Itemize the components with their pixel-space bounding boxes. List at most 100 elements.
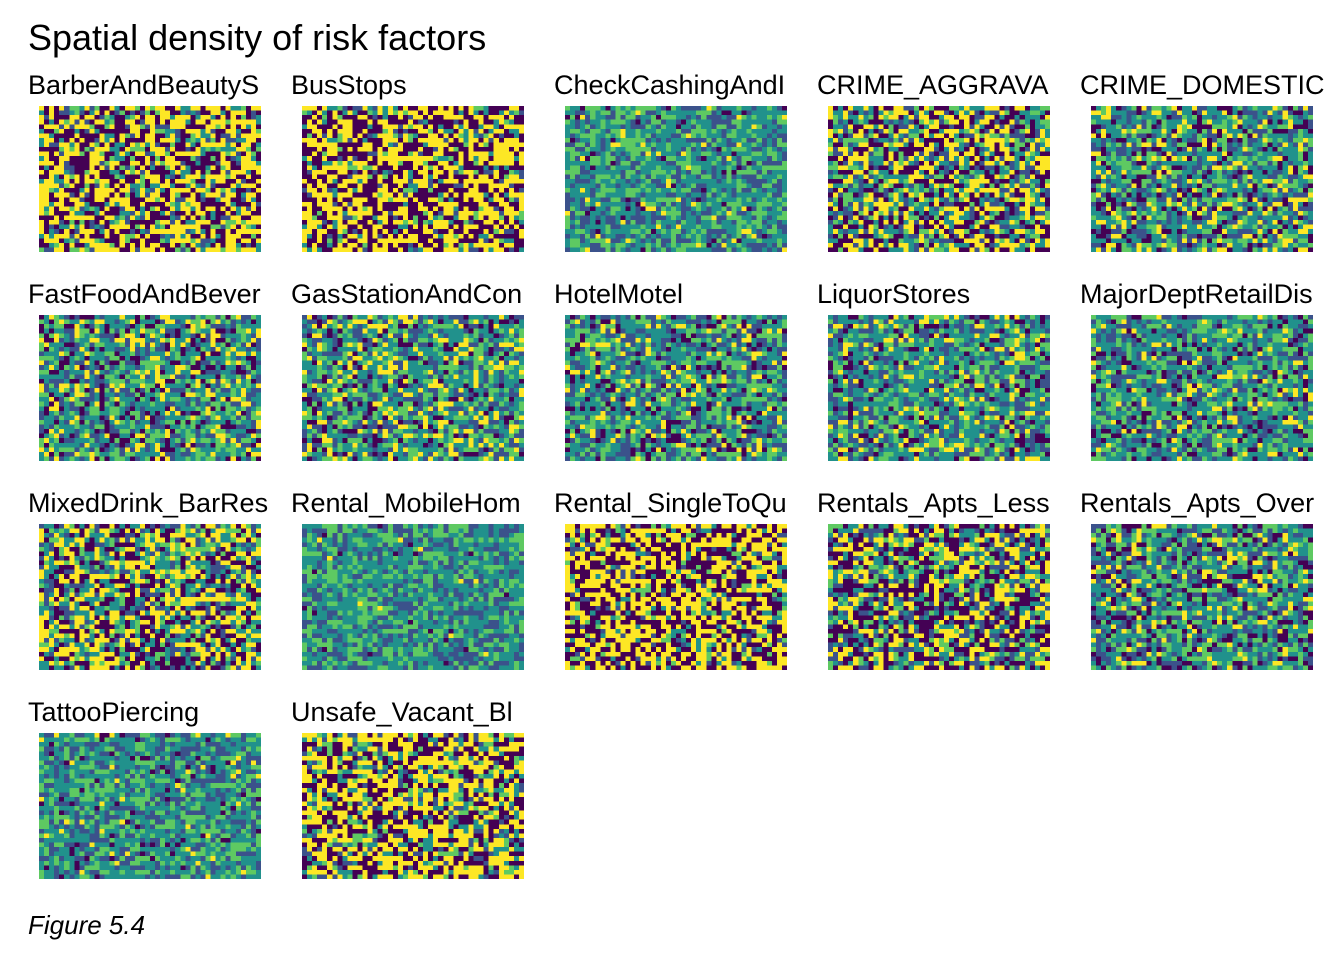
heatmap-cell (964, 142, 970, 148)
heatmap-cell (989, 179, 995, 185)
heatmap-cell (64, 238, 70, 244)
heatmap-cell (84, 210, 90, 216)
heatmap-cell (342, 119, 348, 125)
heatmap-cell (478, 229, 485, 235)
heatmap-cell (59, 188, 65, 194)
heatmap-cell (387, 220, 394, 226)
heatmap-cell (756, 183, 763, 189)
heatmap-cell (595, 142, 601, 148)
heatmap-cell (771, 115, 778, 121)
heatmap-cell (367, 197, 374, 203)
heatmap-cell (250, 179, 257, 185)
heatmap-cell (230, 147, 237, 153)
heatmap-cell (463, 165, 469, 171)
heatmap-cell (94, 197, 101, 203)
heatmap-cell (746, 179, 753, 185)
heatmap-cell (124, 124, 131, 130)
heatmap-cell (195, 215, 201, 221)
heatmap-cell (357, 160, 364, 166)
heatmap-cell (357, 106, 364, 112)
heatmap-cell (954, 156, 960, 162)
heatmap-cell (382, 233, 389, 239)
heatmap-cell (302, 165, 308, 171)
heatmap-cell (312, 206, 318, 212)
heatmap-cell (615, 156, 621, 162)
heatmap-cell (575, 156, 581, 162)
heatmap-cell (513, 151, 520, 157)
heatmap-cell (215, 210, 222, 216)
heatmap-cell (240, 201, 247, 207)
heatmap-cell (44, 128, 50, 134)
heatmap-cell (565, 156, 571, 162)
heatmap-cell (402, 106, 409, 112)
heatmap-cell (513, 188, 520, 194)
heatmap-cell (463, 224, 469, 230)
heatmap-cell (397, 224, 404, 230)
heatmap-cell (129, 233, 136, 239)
heatmap-cell (600, 238, 606, 244)
heatmap-cell (458, 201, 464, 207)
heatmap-cell (428, 133, 434, 139)
heatmap-cell (711, 165, 717, 171)
heatmap-cell (64, 229, 70, 235)
heatmap-cell (129, 220, 136, 226)
heatmap-cell (458, 165, 464, 171)
heatmap-cell (175, 188, 181, 194)
heatmap-cell (155, 233, 161, 239)
heatmap-cell (155, 201, 161, 207)
heatmap-cell (605, 137, 611, 143)
heatmap-cell (585, 215, 591, 221)
heatmap-cell (337, 224, 343, 230)
heatmap-cell (781, 183, 787, 189)
heatmap-cell (44, 201, 50, 207)
heatmap-cell (144, 242, 151, 248)
heatmap-cell (139, 188, 146, 194)
heatmap-cell (923, 160, 930, 166)
heatmap-cell (104, 169, 111, 175)
heatmap-cell (498, 206, 505, 212)
heatmap-cell (771, 242, 778, 248)
heatmap-cell (210, 206, 217, 212)
heatmap-cell (918, 115, 925, 121)
heatmap-cell (180, 192, 186, 198)
heatmap-cell (119, 188, 126, 194)
heatmap-cell (681, 137, 687, 143)
heatmap-cell (751, 137, 758, 143)
heatmap-cell (736, 238, 743, 244)
heatmap-cell (49, 128, 55, 134)
heatmap-cell (347, 210, 353, 216)
heatmap-cell (701, 233, 707, 239)
heatmap-cell (771, 128, 778, 134)
heatmap-cell (513, 174, 520, 180)
heatmap-cell (483, 124, 490, 130)
heatmap-cell (761, 128, 768, 134)
heatmap-cell (342, 147, 348, 153)
heatmap-cell (731, 188, 738, 194)
heatmap-cell (418, 124, 424, 130)
heatmap-cell (848, 179, 854, 185)
heatmap-cell (175, 183, 181, 189)
heatmap-cell (999, 110, 1006, 116)
heatmap-cell (200, 110, 206, 116)
heatmap-cell (701, 169, 707, 175)
heatmap-cell (165, 115, 171, 121)
heatmap-cell (518, 215, 524, 221)
heatmap-cell (443, 233, 449, 239)
heatmap-cell (848, 137, 854, 143)
heatmap-cell (104, 147, 111, 153)
heatmap-cell (49, 115, 55, 121)
heatmap-cell (691, 188, 697, 194)
heatmap-cell (215, 165, 222, 171)
heatmap-cell (407, 115, 414, 121)
heatmap-cell (600, 151, 606, 157)
heatmap-cell (863, 110, 869, 116)
heatmap-cell (64, 119, 70, 125)
heatmap-cell (190, 229, 196, 235)
heatmap-cell (751, 151, 758, 157)
heatmap-cell (833, 124, 839, 130)
heatmap-cell (746, 247, 753, 252)
heatmap-cell (833, 119, 839, 125)
heatmap-cell (195, 115, 201, 121)
heatmap-cell (751, 174, 758, 180)
heatmap-cell (923, 110, 930, 116)
